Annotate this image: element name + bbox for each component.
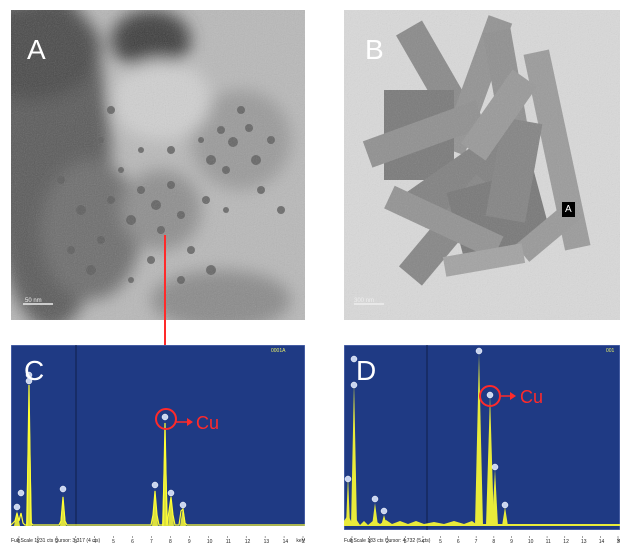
axis-tick-label: 13: [581, 539, 587, 544]
axis-tick-label: 0: [351, 539, 354, 544]
unit-c: keV: [296, 538, 305, 544]
spectrum-c-graphic: 0001A: [11, 345, 305, 530]
axis-tick-label: 15: [302, 539, 306, 544]
spectrum-c-id: 0001A: [271, 348, 286, 354]
axis-tick-label: 12: [245, 539, 251, 544]
axis-tick-label: 11: [546, 539, 551, 544]
axis-c: 0123456789101112131415 Full Scale 1231 c…: [11, 531, 307, 545]
axis-tick-label: 9: [188, 539, 191, 544]
axis-tick-label: 4: [421, 539, 424, 544]
axis-tick-label: 15: [617, 539, 621, 544]
axis-tick-label: 2: [386, 539, 389, 544]
unit-d: k: [617, 538, 621, 544]
scale-bar-b: 300 nm: [354, 298, 374, 304]
axis-tick-label: 6: [457, 539, 460, 544]
axis-tick-label: 1: [368, 539, 371, 544]
axis-d-ticks: 0123456789101112131415: [351, 536, 622, 545]
axis-tick-label: 9: [510, 539, 513, 544]
spectrum-d-graphic: 001: [344, 345, 620, 530]
axis-tick-label: 1: [36, 539, 39, 544]
panel-label-a: A: [27, 34, 46, 65]
axis-tick-label: 13: [264, 539, 270, 544]
axis-tick-label: 0: [18, 539, 21, 544]
axis-tick-label: 4: [93, 539, 96, 544]
tem-image-a-graphic: 50 nm: [11, 10, 305, 320]
axis-tick-label: 10: [528, 539, 534, 544]
axis-tick-label: 14: [599, 539, 605, 544]
status-d: Full Scale 183 cts Cursor: 4.732 (5 cts): [344, 538, 431, 544]
axis-tick-label: 5: [112, 539, 115, 544]
panel-label-c: C: [24, 355, 45, 386]
axis-tick-label: 7: [150, 539, 153, 544]
axis-tick-label: 8: [169, 539, 172, 544]
axis-c-ticks: 0123456789101112131415: [18, 536, 307, 545]
scale-bar-a: 50 nm: [25, 298, 42, 304]
axis-tick-label: 2: [55, 539, 58, 544]
axis-tick-label: 3: [74, 539, 77, 544]
tem-image-b-graphic: 300 nm: [344, 10, 620, 320]
element-label-cu-d: Cu: [520, 387, 544, 407]
axis-tick-label: 14: [283, 539, 289, 544]
spectrum-d-id: 001: [606, 348, 615, 354]
eds-spectrum-c: 0001A C Cu: [11, 345, 305, 530]
tem-image-a: 50 nm A: [11, 10, 305, 320]
axis-tick-label: 6: [131, 539, 134, 544]
point-marker-a: A: [562, 202, 575, 217]
axis-tick-label: 5: [439, 539, 442, 544]
tem-image-b: 300 nm B A: [344, 10, 620, 320]
axis-tick-label: 3: [404, 539, 407, 544]
axis-tick-label: 12: [563, 539, 569, 544]
eds-spectrum-d: 001 D Cu: [344, 345, 620, 530]
axis-tick-label: 8: [492, 539, 495, 544]
panel-label-b: B: [365, 34, 384, 65]
axis-d: 0123456789101112131415 Full Scale 183 ct…: [344, 531, 622, 545]
axis-tick-label: 11: [226, 539, 231, 544]
element-label-cu-c: Cu: [196, 413, 220, 433]
panel-label-d: D: [356, 355, 377, 386]
status-c: Full Scale 1231 cts Cursor: 3.317 (4 cts…: [11, 538, 101, 544]
axis-tick-label: 7: [475, 539, 478, 544]
axis-tick-label: 10: [207, 539, 213, 544]
